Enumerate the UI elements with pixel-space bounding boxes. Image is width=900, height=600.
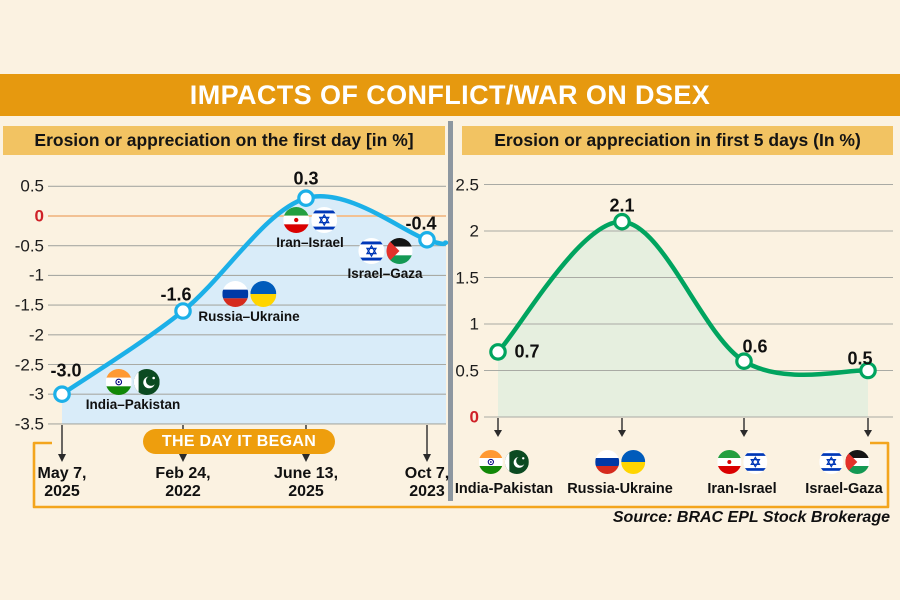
conflict-pair: India–Pakistan — [85, 369, 181, 412]
flag-ukraine-icon — [250, 281, 276, 307]
flag-pair — [567, 450, 673, 474]
flag-russia-icon — [222, 281, 248, 307]
data-point — [735, 352, 753, 370]
chart-0-area — [62, 196, 446, 424]
flag-pair — [805, 450, 882, 474]
flag-pair — [198, 281, 299, 307]
conflict-pair-label: Israel-Gaza — [805, 481, 883, 497]
flag-pair — [347, 238, 422, 264]
flag-ukraine-icon — [620, 450, 645, 474]
conflict-pair-label: Russia-Ukraine — [567, 481, 673, 497]
date-arrowhead — [423, 454, 431, 462]
conflict-pair: India-Pakistan — [455, 450, 553, 497]
conflict-pair: Iran–Israel — [276, 207, 344, 250]
data-point — [297, 189, 315, 207]
data-point — [174, 302, 192, 320]
y-axis-tick-label: -3 — [28, 384, 44, 404]
y-axis-tick-label: 0.5 — [455, 361, 479, 380]
flag-palestine-icon — [386, 238, 412, 264]
flag-israel-icon — [310, 207, 337, 233]
data-point — [859, 361, 877, 380]
flag-pakistan-icon — [505, 450, 529, 474]
y-axis-tick-label: 0 — [34, 206, 44, 226]
day-it-began-banner: THE DAY IT BEGAN — [143, 429, 335, 454]
data-point — [418, 231, 436, 249]
event-date-label: Oct 7, 2023 — [404, 465, 450, 501]
date-arrowhead — [302, 454, 310, 462]
y-axis-tick-label: 1.5 — [455, 268, 479, 287]
y-axis-tick-label: -0.5 — [14, 236, 44, 256]
date-arrowhead — [618, 430, 626, 437]
data-value-label: 0.3 — [293, 168, 319, 189]
date-arrowhead — [864, 430, 872, 437]
flag-russia-icon — [594, 450, 619, 474]
flag-pair — [455, 450, 553, 474]
y-axis-tick-label: -3.5 — [14, 414, 44, 434]
date-arrowhead — [179, 454, 187, 462]
flag-israel-icon — [358, 238, 384, 264]
conflict-pair: Israel-Gaza — [805, 450, 883, 497]
date-arrowhead — [740, 430, 748, 437]
conflict-pair-label: India-Pakistan — [454, 481, 554, 497]
y-axis-tick-label: -1.5 — [14, 295, 44, 315]
conflict-pair: Israel–Gaza — [347, 238, 423, 281]
flag-india-icon — [479, 450, 503, 474]
y-axis-tick-label: -2.5 — [14, 355, 44, 374]
event-date-label: June 13, 2025 — [273, 465, 339, 501]
conflict-pair-label: Israel–Gaza — [347, 266, 423, 281]
data-value-label: 0.7 — [514, 341, 540, 362]
flag-pair — [707, 450, 776, 474]
bottom-bracket — [32, 441, 890, 509]
data-value-label: 0.6 — [742, 336, 768, 357]
chart-1-line — [495, 219, 871, 378]
flag-india-icon — [105, 369, 132, 395]
page-title: IMPACTS OF CONFLICT/WAR ON DSEX — [189, 79, 711, 110]
y-axis-tick-label: 2.5 — [455, 175, 479, 194]
y-axis-tick-label: 0.5 — [20, 176, 44, 196]
flag-pakistan-icon — [133, 369, 160, 395]
flag-pair — [276, 207, 344, 233]
y-axis-tick-label: 2 — [469, 221, 479, 241]
conflict-pair: Iran-Israel — [707, 450, 777, 497]
data-value-label: 0.5 — [847, 348, 873, 369]
data-value-label: 2.1 — [609, 195, 635, 216]
conflict-pair-label: Russia–Ukraine — [198, 309, 300, 324]
y-axis-tick-label: -1 — [28, 265, 44, 285]
flag-pair — [86, 369, 181, 395]
conflict-pair: Russia–Ukraine — [198, 281, 300, 324]
conflict-pair-label: Iran–Israel — [276, 235, 344, 250]
data-value-label: -1.6 — [160, 284, 192, 305]
right-panel-subtitle: Erosion or appreciation in first 5 days … — [462, 126, 893, 155]
date-arrowhead — [494, 430, 502, 437]
y-axis-tick-label: -2 — [28, 325, 44, 345]
event-date-label: Feb 24, 2022 — [155, 465, 211, 501]
left-panel-subtitle: Erosion or appreciation on the first day… — [3, 126, 445, 155]
flag-palestine-icon — [844, 450, 869, 474]
date-arrowhead — [58, 454, 66, 462]
chart-1-area — [498, 221, 868, 417]
event-date-label: May 7, 2025 — [37, 465, 87, 501]
panel-divider — [448, 121, 453, 501]
conflict-pair-label: India–Pakistan — [85, 397, 181, 412]
y-axis-tick-label: 0 — [469, 407, 479, 427]
data-point — [489, 343, 507, 361]
y-axis-tick-label: 1 — [469, 314, 479, 334]
data-point — [53, 385, 71, 403]
flag-israel-icon — [742, 450, 767, 474]
flag-iran-icon — [716, 450, 741, 474]
data-value-label: -0.4 — [405, 213, 437, 234]
flag-iran-icon — [282, 207, 309, 233]
conflict-pair-label: Iran-Israel — [707, 481, 777, 497]
source-credit: Source: BRAC EPL Stock Brokerage — [612, 509, 890, 526]
data-value-label: -3.0 — [50, 360, 82, 381]
flag-israel-icon — [818, 450, 843, 474]
header-bar: IMPACTS OF CONFLICT/WAR ON DSEX — [0, 74, 900, 116]
data-point — [613, 212, 631, 231]
conflict-pair: Russia-Ukraine — [567, 450, 673, 497]
